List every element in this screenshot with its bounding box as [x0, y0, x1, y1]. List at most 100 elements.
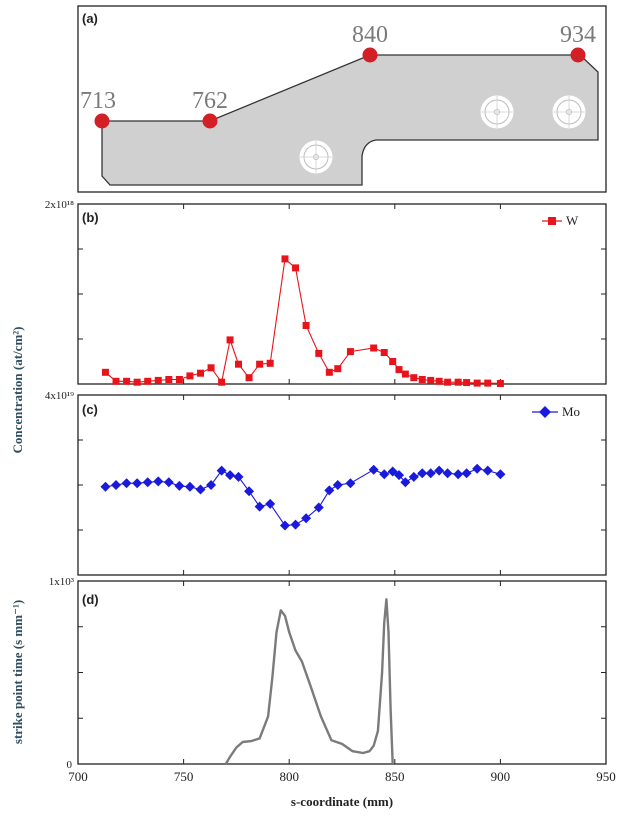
- data-point: [175, 376, 183, 383]
- panel-c-ticks: [77, 395, 607, 575]
- data-point: [380, 349, 388, 356]
- x-tick-label: 950: [596, 769, 616, 784]
- panel-b: (b) 2x10¹⁸ W: [45, 199, 607, 387]
- geometry-marker-label-840: 840: [352, 22, 388, 48]
- data-point: [473, 379, 481, 387]
- data-point: [281, 255, 289, 263]
- data-point: [463, 379, 471, 387]
- data-point: [435, 377, 443, 385]
- data-point: [100, 481, 111, 492]
- x-tick-label: 750: [174, 769, 194, 784]
- data-point: [370, 344, 378, 352]
- data-point: [453, 469, 464, 480]
- data-point: [292, 264, 300, 272]
- x-tick-label: 700: [68, 769, 88, 784]
- target-symbol: [298, 139, 334, 175]
- data-point: [394, 470, 405, 481]
- x-tick-label: 800: [279, 769, 299, 784]
- geometry-marker-762: [202, 113, 218, 129]
- data-point: [218, 378, 226, 386]
- data-point: [142, 477, 153, 488]
- data-point: [225, 470, 236, 481]
- legend-mo-marker: [539, 406, 551, 418]
- strike-point-curve: [224, 598, 394, 765]
- data-point: [266, 359, 274, 367]
- data-point: [408, 471, 419, 482]
- data-point: [496, 379, 504, 387]
- geometry-shape: [101, 54, 599, 186]
- geometry-marker-label-934: 934: [560, 22, 596, 48]
- data-point: [186, 372, 194, 380]
- series-mo: [100, 463, 506, 531]
- panel-b-frame: [77, 203, 607, 385]
- data-point: [434, 465, 445, 476]
- y-axis-label-concentration: Concentration (at/cm²): [10, 326, 25, 453]
- data-point: [174, 480, 185, 491]
- panel-d-ticks: [77, 581, 607, 764]
- data-point: [346, 348, 354, 356]
- data-point: [279, 520, 290, 531]
- panel-c-label: (c): [82, 402, 98, 417]
- data-point: [154, 376, 162, 384]
- data-point: [195, 484, 206, 495]
- series-line: [105, 257, 501, 385]
- data-point: [315, 349, 323, 357]
- data-point: [235, 360, 243, 368]
- data-point: [144, 377, 152, 385]
- data-point: [196, 369, 204, 377]
- data-point: [427, 376, 435, 384]
- data-point: [417, 468, 428, 479]
- data-point: [301, 513, 312, 524]
- data-point: [207, 364, 215, 372]
- data-point: [163, 477, 174, 488]
- data-point: [256, 360, 264, 368]
- data-point: [133, 378, 141, 386]
- data-point: [482, 465, 493, 476]
- data-point: [112, 377, 120, 385]
- geometry-marker-840: [362, 47, 378, 63]
- panel-b-ticks: [77, 204, 607, 384]
- data-point: [454, 378, 462, 386]
- panel-a-label: (a): [82, 11, 98, 26]
- data-point: [401, 370, 409, 378]
- data-point: [400, 477, 411, 488]
- x-tick-label: 850: [385, 769, 405, 784]
- data-point: [395, 366, 403, 374]
- data-point: [324, 485, 335, 496]
- data-point: [334, 365, 342, 373]
- panel-a: (a) 713 762 840 934: [77, 5, 607, 193]
- data-point: [165, 376, 173, 383]
- data-point: [368, 464, 379, 475]
- panel-b-label: (b): [82, 210, 99, 225]
- data-point: [425, 468, 436, 479]
- panel-d: (d) 1x10³ 0 700 750 800 850 900 950: [49, 576, 616, 784]
- data-point: [123, 377, 131, 385]
- data-point: [302, 322, 310, 329]
- data-point: [495, 469, 506, 480]
- data-point: [444, 378, 452, 386]
- legend-mo: Mo: [532, 404, 580, 419]
- data-point: [233, 471, 244, 482]
- target-symbol: [479, 94, 515, 130]
- data-point: [153, 476, 164, 487]
- data-point: [111, 480, 122, 490]
- geometry-marker-713: [94, 113, 110, 129]
- geometry-marker-934: [570, 47, 586, 63]
- target-symbols: [298, 94, 587, 175]
- data-point: [418, 376, 426, 383]
- data-point: [313, 502, 324, 513]
- data-point: [206, 480, 217, 490]
- x-axis-label: s-coordinate (mm): [291, 794, 393, 809]
- y-axis-label-strike-point: strike point time (s mm⁻¹): [10, 600, 25, 744]
- geometry-marker-label-762: 762: [192, 88, 228, 114]
- legend-w-marker: [548, 217, 556, 225]
- data-point: [290, 519, 301, 530]
- data-point: [410, 374, 418, 382]
- data-point: [226, 336, 234, 344]
- legend-w-label: W: [566, 213, 579, 228]
- geometry-marker-label-713: 713: [80, 88, 116, 114]
- series-w: [101, 255, 504, 387]
- data-point: [461, 468, 472, 479]
- panel-c: (c) 4x10¹⁹ Mo: [45, 390, 607, 576]
